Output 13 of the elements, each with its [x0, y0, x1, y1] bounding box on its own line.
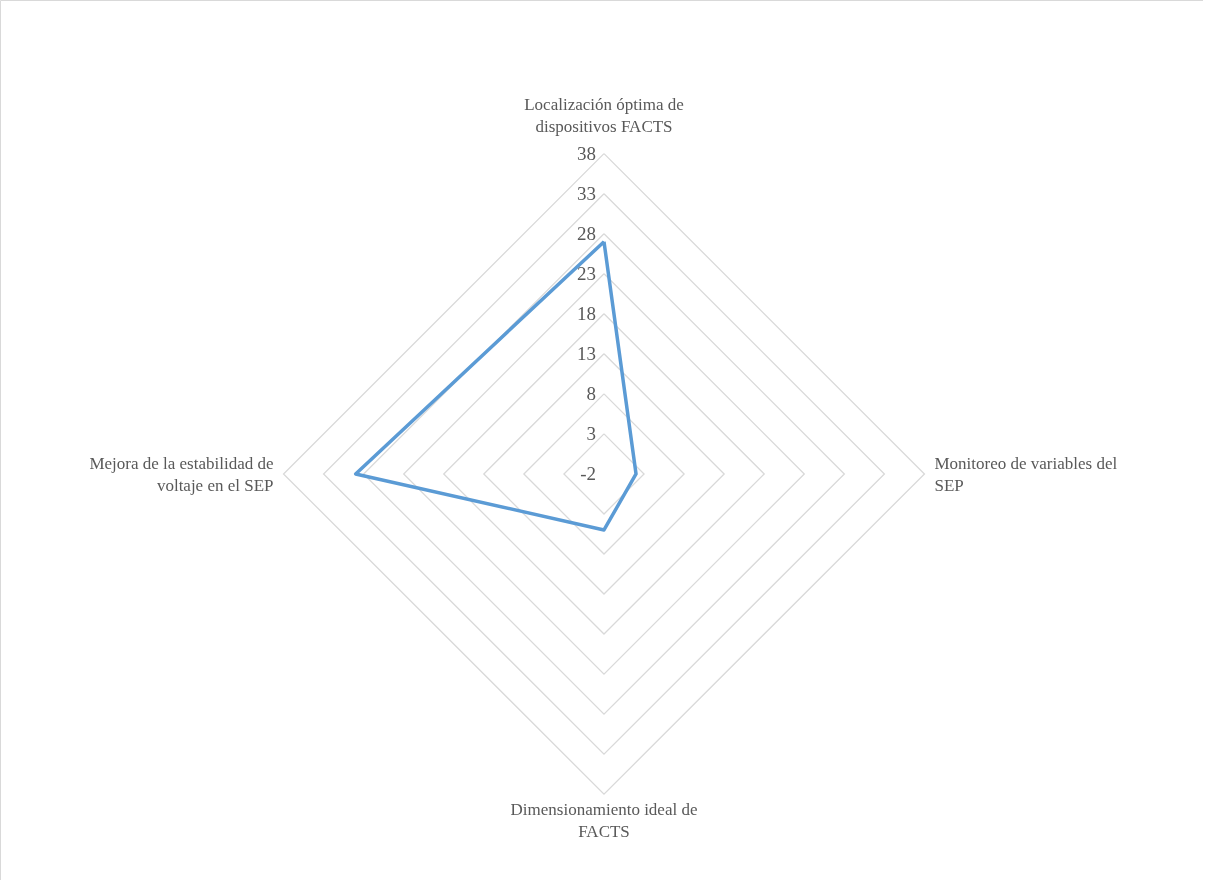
y-tick-label: 38	[577, 142, 596, 164]
spoke-label: Mejora de la estabilidad de voltaje en el SEP	[89, 453, 274, 495]
spoke-label: Monitoreo de variables del SEP	[934, 453, 1118, 495]
y-tick-label: 18	[577, 302, 596, 324]
y-tick-label: 23	[577, 262, 596, 284]
y-tick-label: 8	[586, 382, 596, 404]
spoke-label: Dimensionamiento ideal de FACTS	[510, 800, 698, 842]
y-tick-label: 13	[577, 342, 596, 364]
y-tick-label: 3	[586, 422, 596, 444]
y-tick-label: -2	[580, 462, 596, 484]
y-tick-label: 28	[577, 222, 596, 244]
spoke-label: Localización óptima de dispositivos FACTS	[524, 94, 684, 136]
y-tick-label: 33	[577, 182, 596, 204]
